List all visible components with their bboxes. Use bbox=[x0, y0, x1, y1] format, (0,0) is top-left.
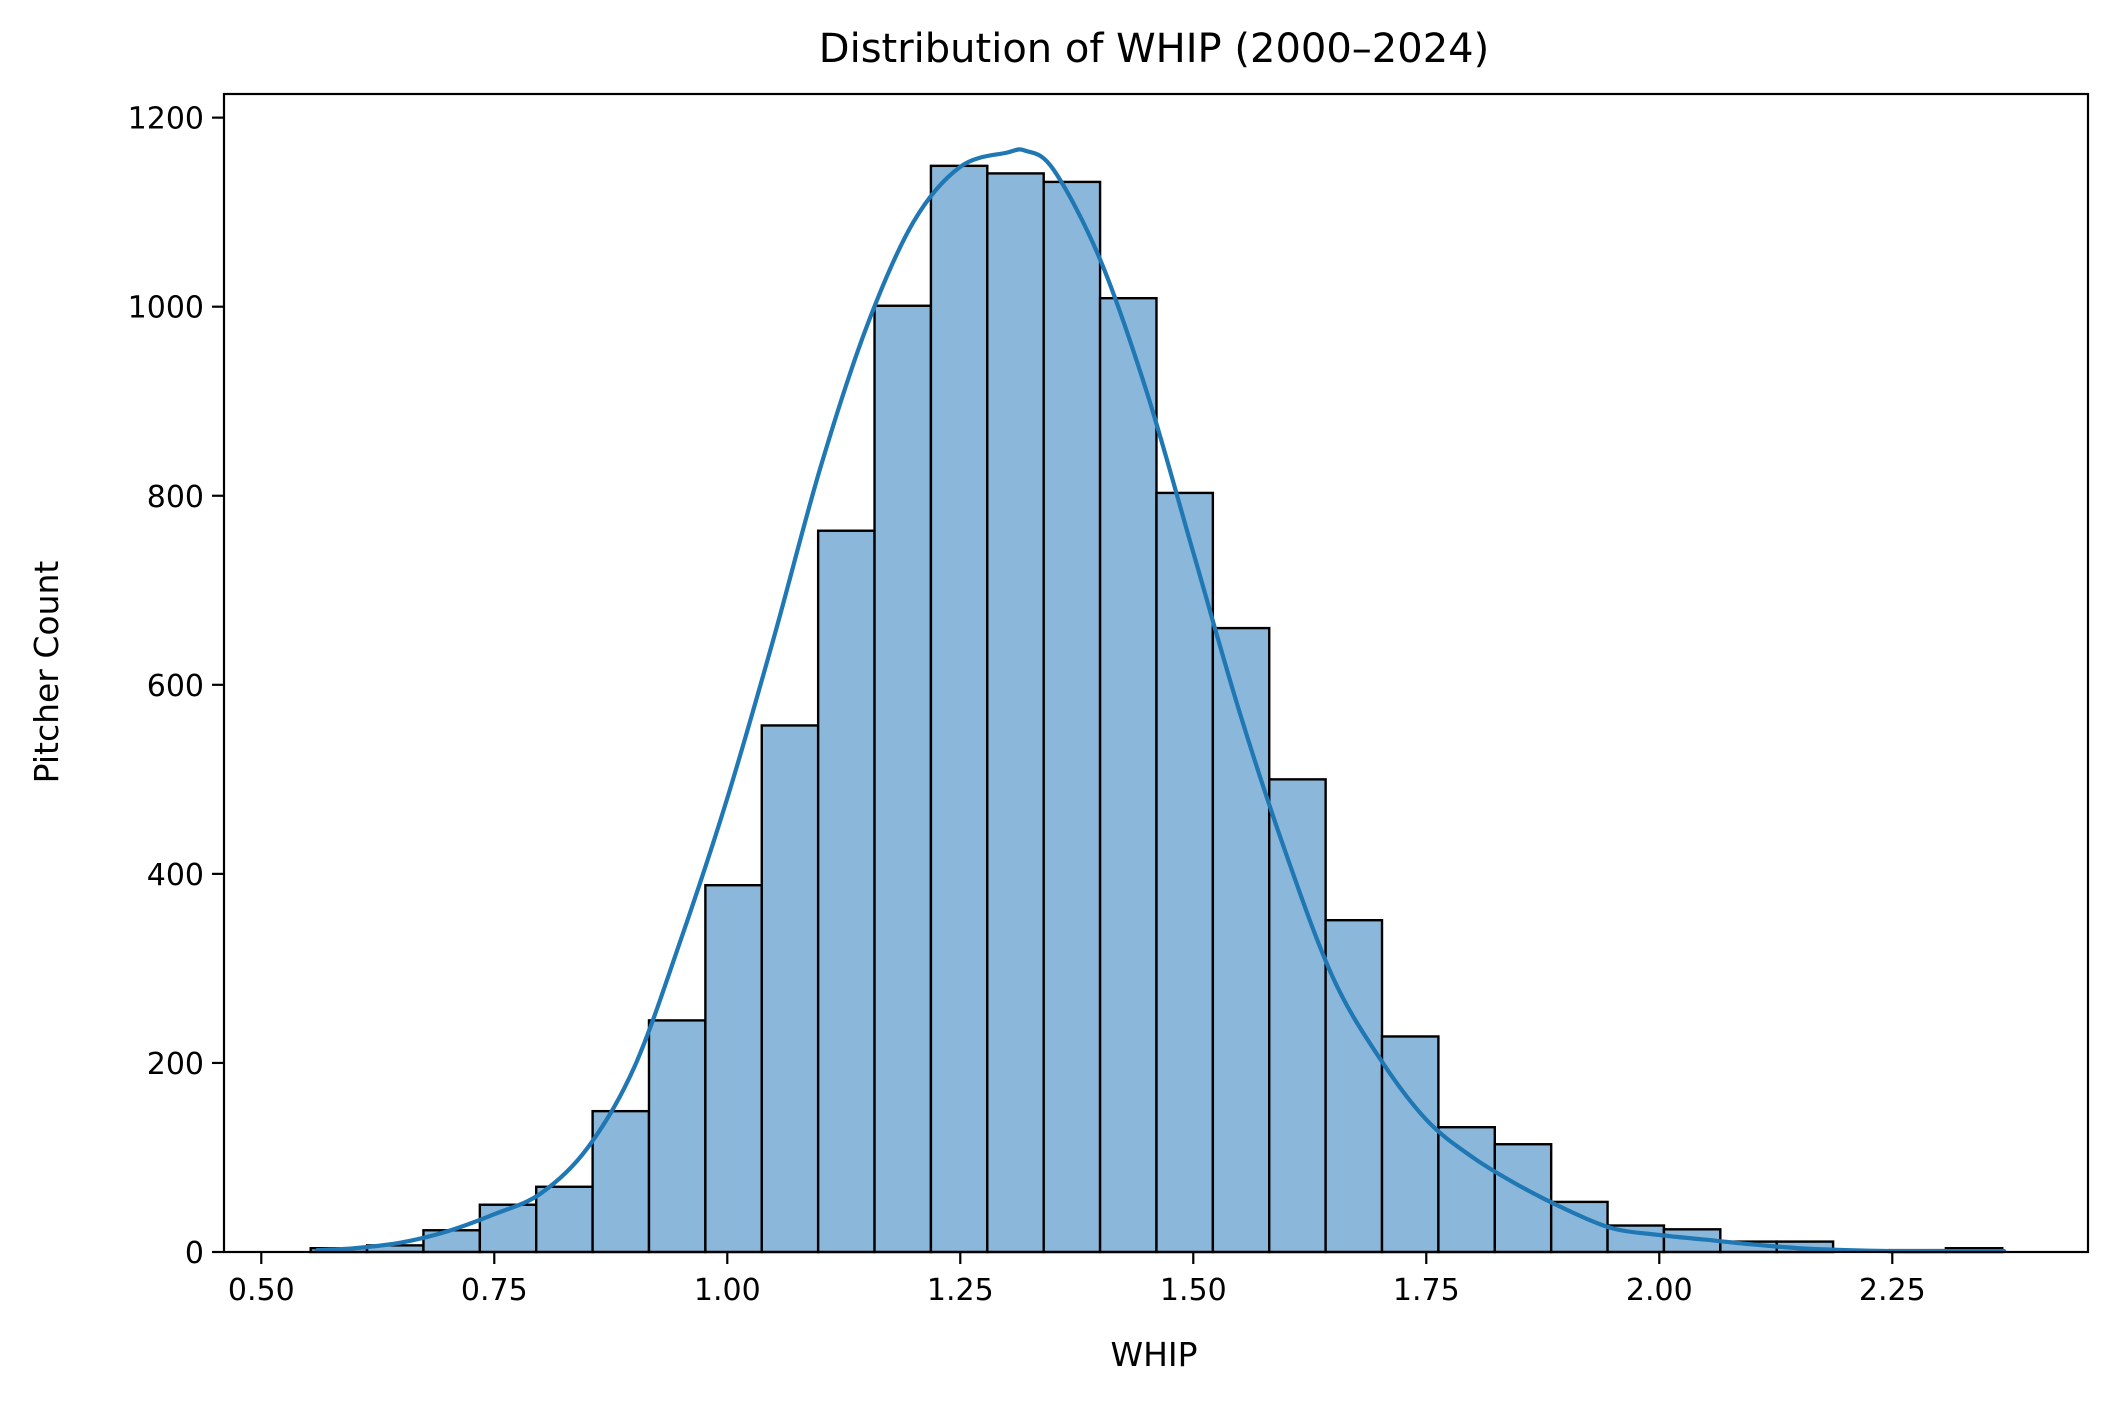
chart-title: Distribution of WHIP (2000–2024) bbox=[819, 26, 1489, 72]
histogram-bar bbox=[1155, 491, 1215, 1254]
histogram-bar bbox=[986, 172, 1045, 1254]
y-tick-label: 200 bbox=[147, 1047, 204, 1082]
histogram-bar bbox=[1042, 180, 1102, 1254]
histogram-bar bbox=[1324, 919, 1384, 1254]
histogram-bar bbox=[929, 164, 989, 1254]
y-tick-label: 800 bbox=[147, 480, 204, 515]
x-tick-label: 1.00 bbox=[694, 1273, 761, 1308]
x-tick-label: 2.00 bbox=[1626, 1273, 1693, 1308]
histogram-bar bbox=[1268, 778, 1327, 1254]
y-tick-label: 400 bbox=[147, 858, 204, 893]
histogram-bar bbox=[873, 304, 933, 1254]
x-tick-label: 1.75 bbox=[1393, 1273, 1460, 1308]
histogram-bar bbox=[816, 529, 876, 1254]
histogram-bar bbox=[1098, 296, 1158, 1254]
y-tick-label: 1000 bbox=[128, 291, 204, 326]
x-tick-label: 2.25 bbox=[1859, 1273, 1926, 1308]
y-axis-label: Pitcher Count bbox=[27, 561, 66, 784]
x-axis-label: WHIP bbox=[1110, 1335, 1197, 1374]
x-tick-label: 0.75 bbox=[461, 1273, 528, 1308]
histogram-bar bbox=[647, 1019, 707, 1254]
x-tick-label: 0.50 bbox=[228, 1273, 295, 1308]
histogram-bars bbox=[309, 164, 2004, 1254]
histogram-bar bbox=[1549, 1200, 1609, 1254]
histogram-bar bbox=[1211, 626, 1271, 1254]
histogram-bar bbox=[535, 1185, 594, 1254]
kde-curve bbox=[315, 147, 2007, 1254]
y-axis-ticks: 0 200 400 600 800 1000 1200 bbox=[128, 102, 224, 1271]
y-tick-label: 600 bbox=[147, 669, 204, 704]
histogram-bar bbox=[704, 884, 763, 1254]
x-axis-ticks: 0.50 0.75 1.00 1.25 1.50 1.75 2.00 2.25 bbox=[228, 1252, 1926, 1308]
y-tick-label: 1200 bbox=[128, 102, 204, 137]
x-tick-label: 1.25 bbox=[927, 1273, 994, 1308]
y-tick-label: 0 bbox=[185, 1236, 204, 1271]
histogram-bar bbox=[1437, 1126, 1496, 1254]
histogram-bar bbox=[760, 724, 820, 1254]
axes-frame bbox=[222, 92, 2090, 1254]
histogram-bar bbox=[478, 1203, 538, 1254]
histogram-bar bbox=[1380, 1035, 1440, 1254]
x-tick-label: 1.50 bbox=[1160, 1273, 1227, 1308]
